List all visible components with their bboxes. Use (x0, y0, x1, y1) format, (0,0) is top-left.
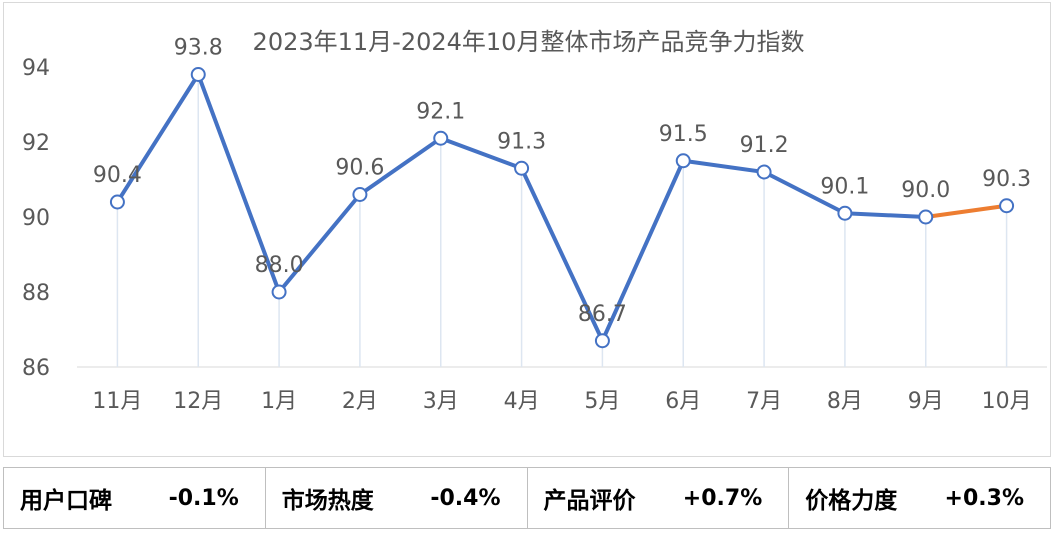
metric-value: +0.3% (944, 485, 1024, 511)
metric-price-strength: 价格力度 +0.3% (789, 468, 1050, 528)
data-point (918, 209, 934, 225)
data-point (514, 160, 530, 176)
y-tick-label: 92 (22, 131, 50, 156)
y-tick-label: 88 (22, 281, 50, 306)
metric-value: -0.1% (168, 485, 239, 511)
chart-frame (3, 2, 1051, 457)
x-tick-label: 6月 (665, 389, 701, 414)
x-tick-label: 11月 (92, 389, 142, 414)
data-label: 92.1 (416, 99, 465, 124)
x-tick-label: 4月 (504, 389, 540, 414)
data-point (271, 284, 287, 300)
data-label: 91.3 (497, 129, 546, 154)
data-point (756, 164, 772, 180)
metric-label: 市场热度 (281, 488, 374, 514)
data-label: 93.8 (174, 36, 223, 61)
data-label: 90.1 (820, 174, 869, 199)
x-tick-label: 2月 (342, 389, 378, 414)
chart-title: 2023年11月-2024年10月整体市场产品竞争力指数 (252, 28, 805, 56)
metric-label: 用户口碑 (20, 488, 112, 514)
metric-value: +0.7% (682, 485, 763, 511)
data-point (352, 187, 368, 202)
x-tick-label: 8月 (827, 389, 863, 414)
data-label: 90.3 (982, 167, 1031, 192)
data-label: 88.0 (255, 253, 304, 278)
metric-value: -0.4% (430, 485, 501, 511)
data-label: 91.5 (659, 122, 708, 147)
line-chart: 86 88 90 92 94 90.4 11月 93.8 12月 88.0 1月 90.6 2月 92.1… (22, 36, 1047, 414)
data-point (109, 194, 125, 210)
y-tick-label: 94 (22, 56, 50, 81)
data-point (837, 205, 853, 221)
y-tick-label: 86 (22, 356, 50, 381)
x-tick-label: 3月 (423, 389, 459, 414)
metrics-bar: 用户口碑 -0.1% 市场热度 -0.4% 产品评价 +0.7% 价格力度 +0… (3, 467, 1051, 529)
data-point (594, 333, 610, 349)
metric-product-review: 产品评价 +0.7% (528, 468, 790, 528)
metric-label: 产品评价 (543, 488, 636, 514)
metric-label: 价格力度 (805, 488, 898, 514)
x-tick-label: 1月 (261, 389, 297, 414)
x-tick-label: 5月 (584, 389, 620, 414)
data-point (675, 153, 691, 169)
series-line-last-segment (923, 203, 1009, 219)
data-label: 91.2 (740, 133, 789, 158)
metric-user-reputation: 用户口碑 -0.1% (4, 468, 266, 528)
data-point (433, 130, 449, 146)
data-point (190, 67, 206, 82)
x-tick-label: 10月 (982, 389, 1032, 414)
data-label: 90.6 (335, 156, 384, 181)
data-label: 86.7 (578, 302, 627, 327)
x-tick-label: 9月 (908, 389, 944, 414)
metric-market-heat: 市场热度 -0.4% (266, 468, 528, 528)
x-tick-label: 7月 (746, 389, 782, 414)
data-label: 90.4 (93, 163, 142, 188)
data-label: 90.0 (901, 178, 950, 203)
y-tick-label: 90 (22, 206, 50, 231)
x-tick-label: 12月 (173, 389, 223, 414)
data-point (999, 198, 1015, 214)
